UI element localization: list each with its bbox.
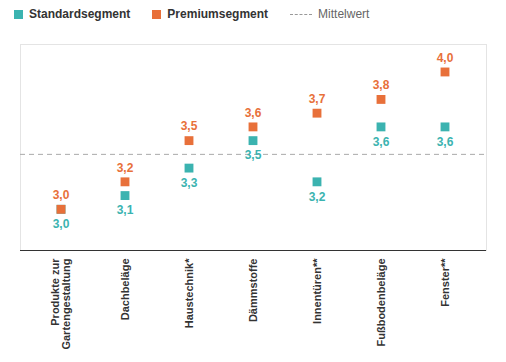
svg-text:Dämmstoffe: Dämmstoffe <box>247 259 259 323</box>
html-text:Premiumsegment: Premiumsegment <box>167 7 269 21</box>
svg-text:Innentüren**: Innentüren** <box>311 258 323 324</box>
svg-text:Fußbodenbeläge: Fußbodenbeläge <box>375 259 387 347</box>
svg-text:3,7: 3,7 <box>309 92 326 106</box>
svg-text:3,2: 3,2 <box>309 190 326 204</box>
svg-text:Dachbeläge: Dachbeläge <box>119 259 131 321</box>
svg-text:3,1: 3,1 <box>117 203 134 217</box>
svg-text:4,0: 4,0 <box>437 51 454 65</box>
svg-text:3,3: 3,3 <box>181 176 198 190</box>
svg-text:3,6: 3,6 <box>437 135 454 149</box>
svg-text:3,8: 3,8 <box>373 78 390 92</box>
html-text:Mittelwert: Mittelwert <box>318 7 370 21</box>
svg-text:3,0: 3,0 <box>53 188 70 202</box>
svg-text:Haustechnik*: Haustechnik* <box>183 258 195 328</box>
svg-text:3,5: 3,5 <box>245 148 262 162</box>
svg-text:3,2: 3,2 <box>117 161 134 175</box>
html-text:Standardsegment: Standardsegment <box>29 7 131 21</box>
svg-text:Produkte zurGartengestaltung: Produkte zurGartengestaltung <box>49 258 72 350</box>
svg-text:3,6: 3,6 <box>373 135 390 149</box>
svg-text:3,6: 3,6 <box>245 106 262 120</box>
svg-text:Fenster**: Fenster** <box>439 258 451 307</box>
svg-text:3,0: 3,0 <box>53 217 70 231</box>
svg-text:3,5: 3,5 <box>181 119 198 133</box>
